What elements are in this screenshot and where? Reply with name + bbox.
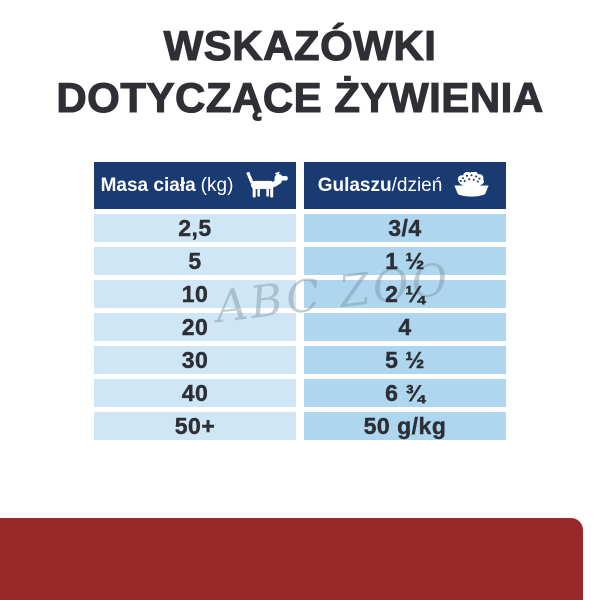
table-row-3-amount-cell: 2 ¼ bbox=[304, 280, 506, 308]
table-row-4-weight-cell: 20 bbox=[94, 313, 296, 341]
stew-header-label: Gulaszu bbox=[317, 174, 392, 196]
feeding-table: Masa ciała (kg) Gulaszu /dzie bbox=[94, 162, 506, 440]
amount-value: 50 g/kg bbox=[363, 412, 447, 439]
column-header-stew-per-day: Gulaszu /dzień bbox=[304, 162, 506, 209]
table-row-6-amount-cell: 6 ¾ bbox=[304, 379, 506, 407]
bowl-icon bbox=[454, 172, 489, 197]
weight-value: 10 bbox=[181, 280, 209, 307]
amount-value: 1 ½ bbox=[385, 247, 425, 274]
table-row-5-weight-cell: 30 bbox=[94, 346, 296, 374]
table-row-7-weight-cell: 50+ bbox=[94, 412, 296, 440]
body-weight-header-label: Masa ciała bbox=[100, 174, 196, 196]
stew-header-unit: /dzień bbox=[391, 174, 443, 196]
brand-accent-bar bbox=[0, 518, 583, 600]
table-row-4-amount-cell: 4 bbox=[304, 313, 506, 341]
amount-value: 2 ¼ bbox=[385, 280, 425, 307]
table-row-5-amount-cell: 5 ½ bbox=[304, 346, 506, 374]
amount-value: 3/4 bbox=[388, 214, 422, 241]
table-row-6-weight-cell: 40 bbox=[94, 379, 296, 407]
amount-value: 4 bbox=[398, 313, 412, 340]
weight-value: 40 bbox=[181, 379, 209, 406]
table-row-2-weight-cell: 5 bbox=[94, 247, 296, 275]
table-row-7-amount-cell: 50 g/kg bbox=[304, 412, 506, 440]
amount-value: 5 ½ bbox=[385, 346, 425, 373]
table-row-1-weight-cell: 2,5 bbox=[94, 214, 296, 242]
table-row-2-amount-cell: 1 ½ bbox=[304, 247, 506, 275]
table-row-3-weight-cell: 10 bbox=[94, 280, 296, 308]
page-title: WSKAZÓWKI DOTYCZĄCE ŻYWIENIA bbox=[0, 0, 600, 124]
body-weight-header-unit: (kg) bbox=[200, 174, 234, 196]
amount-value: 6 ¾ bbox=[385, 379, 425, 406]
page-title-line2: DOTYCZĄCE ŻYWIENIA bbox=[56, 73, 544, 121]
dog-icon bbox=[246, 170, 289, 198]
weight-value: 50+ bbox=[174, 412, 216, 439]
page-title-line1: WSKAZÓWKI bbox=[163, 21, 437, 69]
weight-value: 30 bbox=[181, 346, 209, 373]
weight-value: 20 bbox=[181, 313, 209, 340]
column-header-body-weight: Masa ciała (kg) bbox=[94, 162, 296, 209]
weight-value: 2,5 bbox=[178, 214, 212, 241]
table-row-1-amount-cell: 3/4 bbox=[304, 214, 506, 242]
weight-value: 5 bbox=[188, 247, 202, 274]
